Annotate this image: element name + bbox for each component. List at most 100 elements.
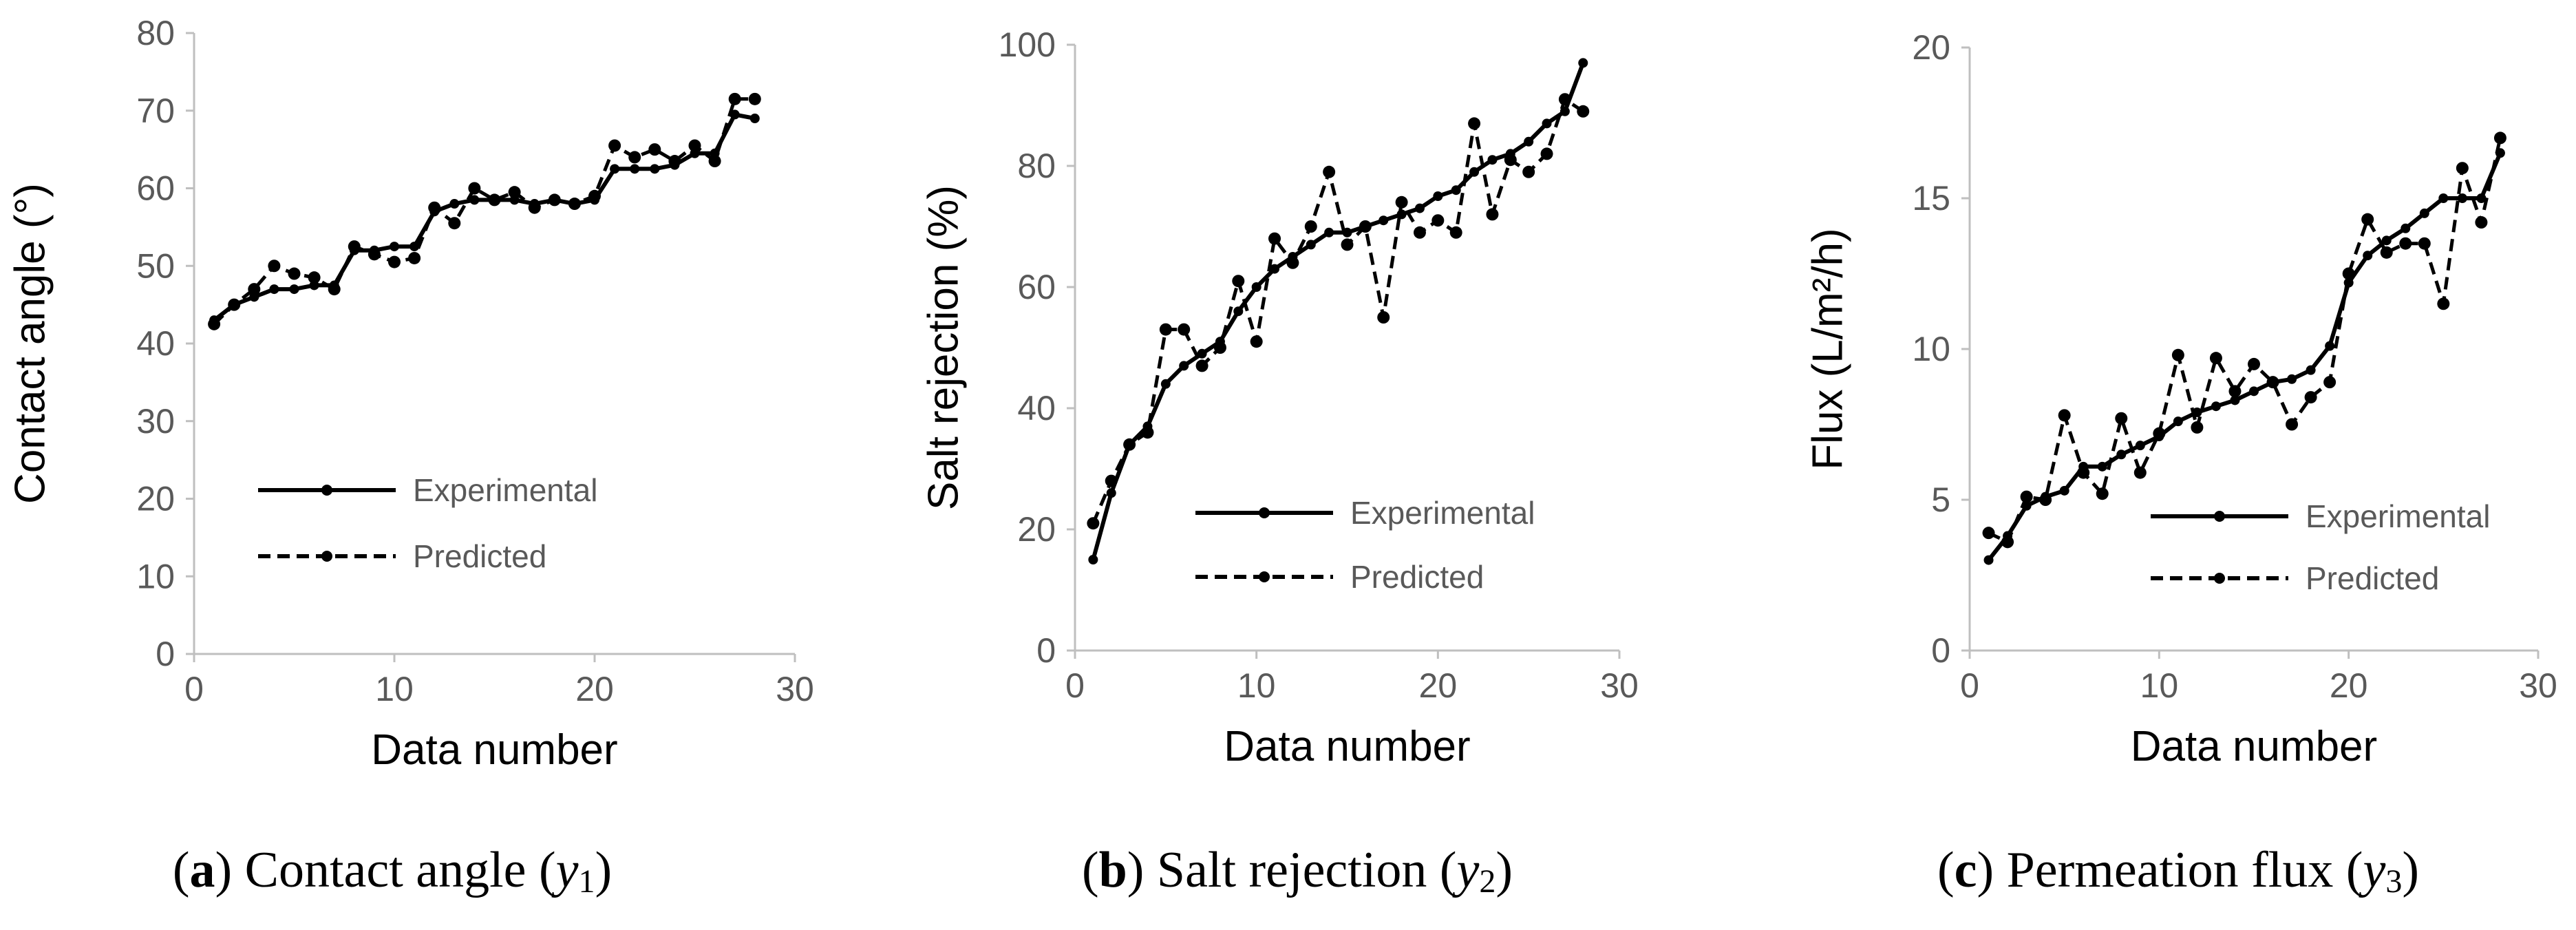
series-line-predicted bbox=[1988, 137, 2502, 544]
data-point-predicted bbox=[1413, 226, 1426, 239]
data-point-experimental bbox=[269, 284, 279, 295]
caption-part: b bbox=[1099, 842, 1127, 898]
data-point-predicted bbox=[2228, 385, 2242, 398]
data-point-predicted bbox=[2342, 267, 2355, 280]
data-point-predicted bbox=[448, 217, 461, 230]
data-point-predicted bbox=[1449, 226, 1462, 239]
legend-label-predicted: Predicted bbox=[1350, 559, 1484, 595]
data-point-predicted bbox=[1504, 154, 1517, 167]
data-point-predicted bbox=[2418, 237, 2431, 250]
caption-part: 3 bbox=[2385, 863, 2402, 900]
data-point-experimental bbox=[2173, 416, 2183, 427]
data-point-predicted bbox=[1087, 517, 1100, 530]
data-point-predicted bbox=[2133, 466, 2147, 479]
data-point-predicted bbox=[1486, 208, 1499, 221]
x-tick-label: 30 bbox=[2519, 666, 2557, 705]
data-point-predicted bbox=[228, 298, 241, 311]
y-tick-label: 70 bbox=[136, 92, 175, 130]
x-tick-label: 10 bbox=[1237, 666, 1276, 705]
data-point-predicted bbox=[1141, 426, 1154, 439]
legend-marker-predicted bbox=[321, 551, 332, 562]
x-axis-label: Data number bbox=[2131, 723, 2377, 770]
chart-caption: (a) Contact angle (y1) bbox=[173, 842, 612, 900]
data-point-predicted bbox=[1213, 341, 1226, 354]
data-point-predicted bbox=[1105, 474, 1118, 487]
legend-marker-experimental bbox=[321, 485, 332, 496]
data-point-predicted bbox=[1522, 165, 1535, 178]
data-point-experimental bbox=[1379, 215, 1389, 226]
data-point-predicted bbox=[668, 155, 681, 168]
data-point-predicted bbox=[1982, 527, 1995, 540]
data-point-experimental bbox=[1251, 282, 1262, 292]
data-point-experimental bbox=[1414, 203, 1425, 213]
chart-permeation-flux: 0 5 10 15 20 0 10 20 30 Data number Flux (L/m²/h) E… bbox=[1804, 28, 2557, 900]
data-point-predicted bbox=[2020, 490, 2033, 503]
x-tick-label: 20 bbox=[575, 670, 614, 708]
data-point-experimental bbox=[1578, 58, 1588, 68]
y-tick-label: 0 bbox=[156, 635, 175, 673]
data-point-predicted bbox=[508, 186, 521, 199]
chart-caption: (b) Salt rejection (y2) bbox=[1082, 842, 1513, 900]
data-point-predicted bbox=[2399, 237, 2412, 250]
data-point-predicted bbox=[1304, 220, 1317, 233]
data-point-predicted bbox=[728, 92, 741, 105]
data-point-predicted bbox=[688, 139, 701, 152]
data-point-predicted bbox=[2304, 391, 2317, 404]
caption-part: y bbox=[1452, 842, 1480, 898]
data-point-predicted bbox=[1468, 117, 1481, 130]
x-tick-label: 20 bbox=[1419, 666, 1458, 705]
data-point-predicted bbox=[2171, 348, 2184, 361]
data-point-experimental bbox=[1433, 191, 1443, 201]
data-point-predicted bbox=[588, 189, 601, 202]
data-point-predicted bbox=[1558, 93, 1571, 106]
data-point-experimental bbox=[1106, 488, 1116, 498]
data-point-predicted bbox=[2096, 487, 2109, 500]
data-point-experimental bbox=[409, 242, 420, 252]
series-line-predicted bbox=[213, 97, 755, 326]
legend-label-experimental: Experimental bbox=[2306, 498, 2490, 534]
caption-part: 2 bbox=[1479, 863, 1495, 900]
caption-part: ) Salt rejection ( bbox=[1127, 842, 1457, 898]
data-point-predicted bbox=[1540, 147, 1553, 160]
data-point-predicted bbox=[328, 283, 341, 296]
y-tick-label: 40 bbox=[136, 324, 175, 363]
data-point-predicted bbox=[1159, 323, 1172, 336]
data-point-predicted bbox=[1395, 195, 1408, 209]
data-point-predicted bbox=[2001, 536, 2014, 549]
data-point-predicted bbox=[388, 255, 401, 268]
data-point-experimental bbox=[2230, 395, 2240, 405]
data-point-experimental bbox=[2287, 374, 2297, 384]
data-point-experimental bbox=[1324, 227, 1334, 237]
data-point-experimental bbox=[2306, 365, 2316, 375]
data-point-predicted bbox=[2209, 352, 2222, 365]
data-point-predicted bbox=[1268, 232, 1281, 245]
data-point-experimental bbox=[1524, 136, 1534, 147]
data-point-experimental bbox=[2135, 441, 2145, 451]
caption-part: ) bbox=[595, 842, 613, 898]
data-point-experimental bbox=[730, 109, 740, 120]
data-point-predicted bbox=[2077, 466, 2090, 479]
series-line-experimental bbox=[1987, 152, 2502, 562]
data-point-predicted bbox=[1377, 311, 1390, 324]
data-point-experimental bbox=[1270, 264, 1280, 274]
series-line-experimental bbox=[213, 112, 756, 322]
y-tick-label: 100 bbox=[999, 25, 1056, 64]
caption-part: ( bbox=[173, 842, 190, 898]
data-point-predicted bbox=[748, 92, 761, 105]
x-axis-label: Data number bbox=[1224, 723, 1470, 770]
data-point-predicted bbox=[2456, 162, 2469, 175]
data-point-predicted bbox=[1232, 275, 1245, 288]
y-tick-label: 40 bbox=[1017, 389, 1056, 427]
data-point-experimental bbox=[650, 164, 660, 174]
data-point-experimental bbox=[469, 195, 480, 205]
data-point-predicted bbox=[1577, 105, 1590, 118]
data-point-predicted bbox=[2380, 246, 2393, 259]
data-point-experimental bbox=[1197, 348, 1207, 359]
data-point-experimental bbox=[1160, 379, 1171, 389]
y-tick-label: 20 bbox=[1912, 28, 1950, 67]
data-point-predicted bbox=[1286, 256, 1299, 269]
data-point-predicted bbox=[1123, 438, 1136, 451]
data-point-experimental bbox=[1469, 167, 1480, 177]
data-point-experimental bbox=[2476, 193, 2487, 203]
chart-caption: (c) Permeation flux (y3) bbox=[1937, 842, 2419, 900]
